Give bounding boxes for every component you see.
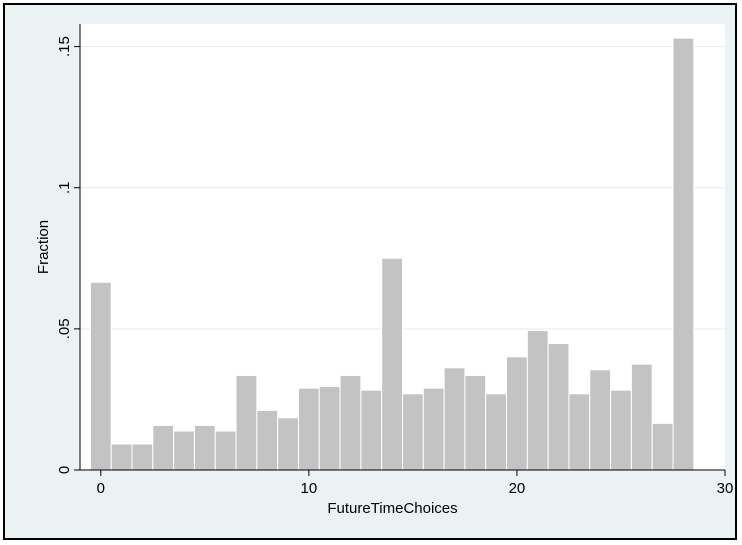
y-axis-label: Fraction bbox=[35, 220, 52, 274]
histogram-bar bbox=[651, 422, 674, 471]
histogram-bar bbox=[339, 374, 362, 471]
histogram-bar bbox=[318, 385, 341, 471]
histogram-bar bbox=[277, 417, 299, 471]
y-tick-label: .05 bbox=[56, 318, 73, 339]
y-tick-label: 0 bbox=[56, 466, 73, 474]
histogram-bar bbox=[256, 409, 279, 471]
histogram-bar bbox=[422, 387, 445, 471]
histogram-bar bbox=[589, 369, 612, 471]
y-tick-label: .15 bbox=[56, 36, 73, 57]
histogram-bar bbox=[89, 281, 112, 471]
histogram-bar bbox=[360, 389, 383, 471]
histogram-bar bbox=[610, 389, 632, 471]
x-tick-label: 0 bbox=[97, 480, 105, 497]
histogram-bar bbox=[110, 443, 133, 471]
histogram-bar bbox=[235, 374, 258, 471]
axes: 0 .05 .1 .15 0 10 20 30 bbox=[56, 24, 733, 497]
histogram-bar bbox=[297, 387, 320, 471]
histogram-bar bbox=[402, 393, 424, 471]
x-axis-label: FutureTimeChoices bbox=[327, 500, 457, 517]
histogram-bar bbox=[443, 367, 466, 471]
histogram-bar bbox=[173, 430, 195, 471]
histogram-bar bbox=[214, 430, 237, 471]
histogram-bar bbox=[568, 393, 591, 471]
histogram-bar bbox=[506, 356, 528, 471]
histogram-bar bbox=[131, 443, 154, 471]
histogram-bar bbox=[193, 424, 216, 471]
x-tick-label: 20 bbox=[509, 480, 526, 497]
histogram-bar bbox=[464, 374, 487, 471]
histogram-bar bbox=[547, 343, 570, 471]
histogram-bar bbox=[152, 424, 175, 471]
histogram-bar bbox=[672, 37, 695, 471]
chart-frame: 0 .05 .1 .15 0 10 20 30 Fraction FutureTimeChoi… bbox=[3, 3, 737, 540]
x-tick-label: 30 bbox=[717, 480, 734, 497]
x-tick-label: 10 bbox=[301, 480, 318, 497]
histogram-bar bbox=[526, 330, 549, 471]
y-tick-label: .1 bbox=[56, 181, 73, 194]
histogram-bar bbox=[381, 257, 403, 471]
histogram-chart: 0 .05 .1 .15 0 10 20 30 Fraction FutureTimeChoi… bbox=[35, 24, 733, 517]
histogram-bar bbox=[485, 393, 508, 471]
bars bbox=[89, 37, 695, 471]
histogram-bar bbox=[630, 363, 653, 471]
